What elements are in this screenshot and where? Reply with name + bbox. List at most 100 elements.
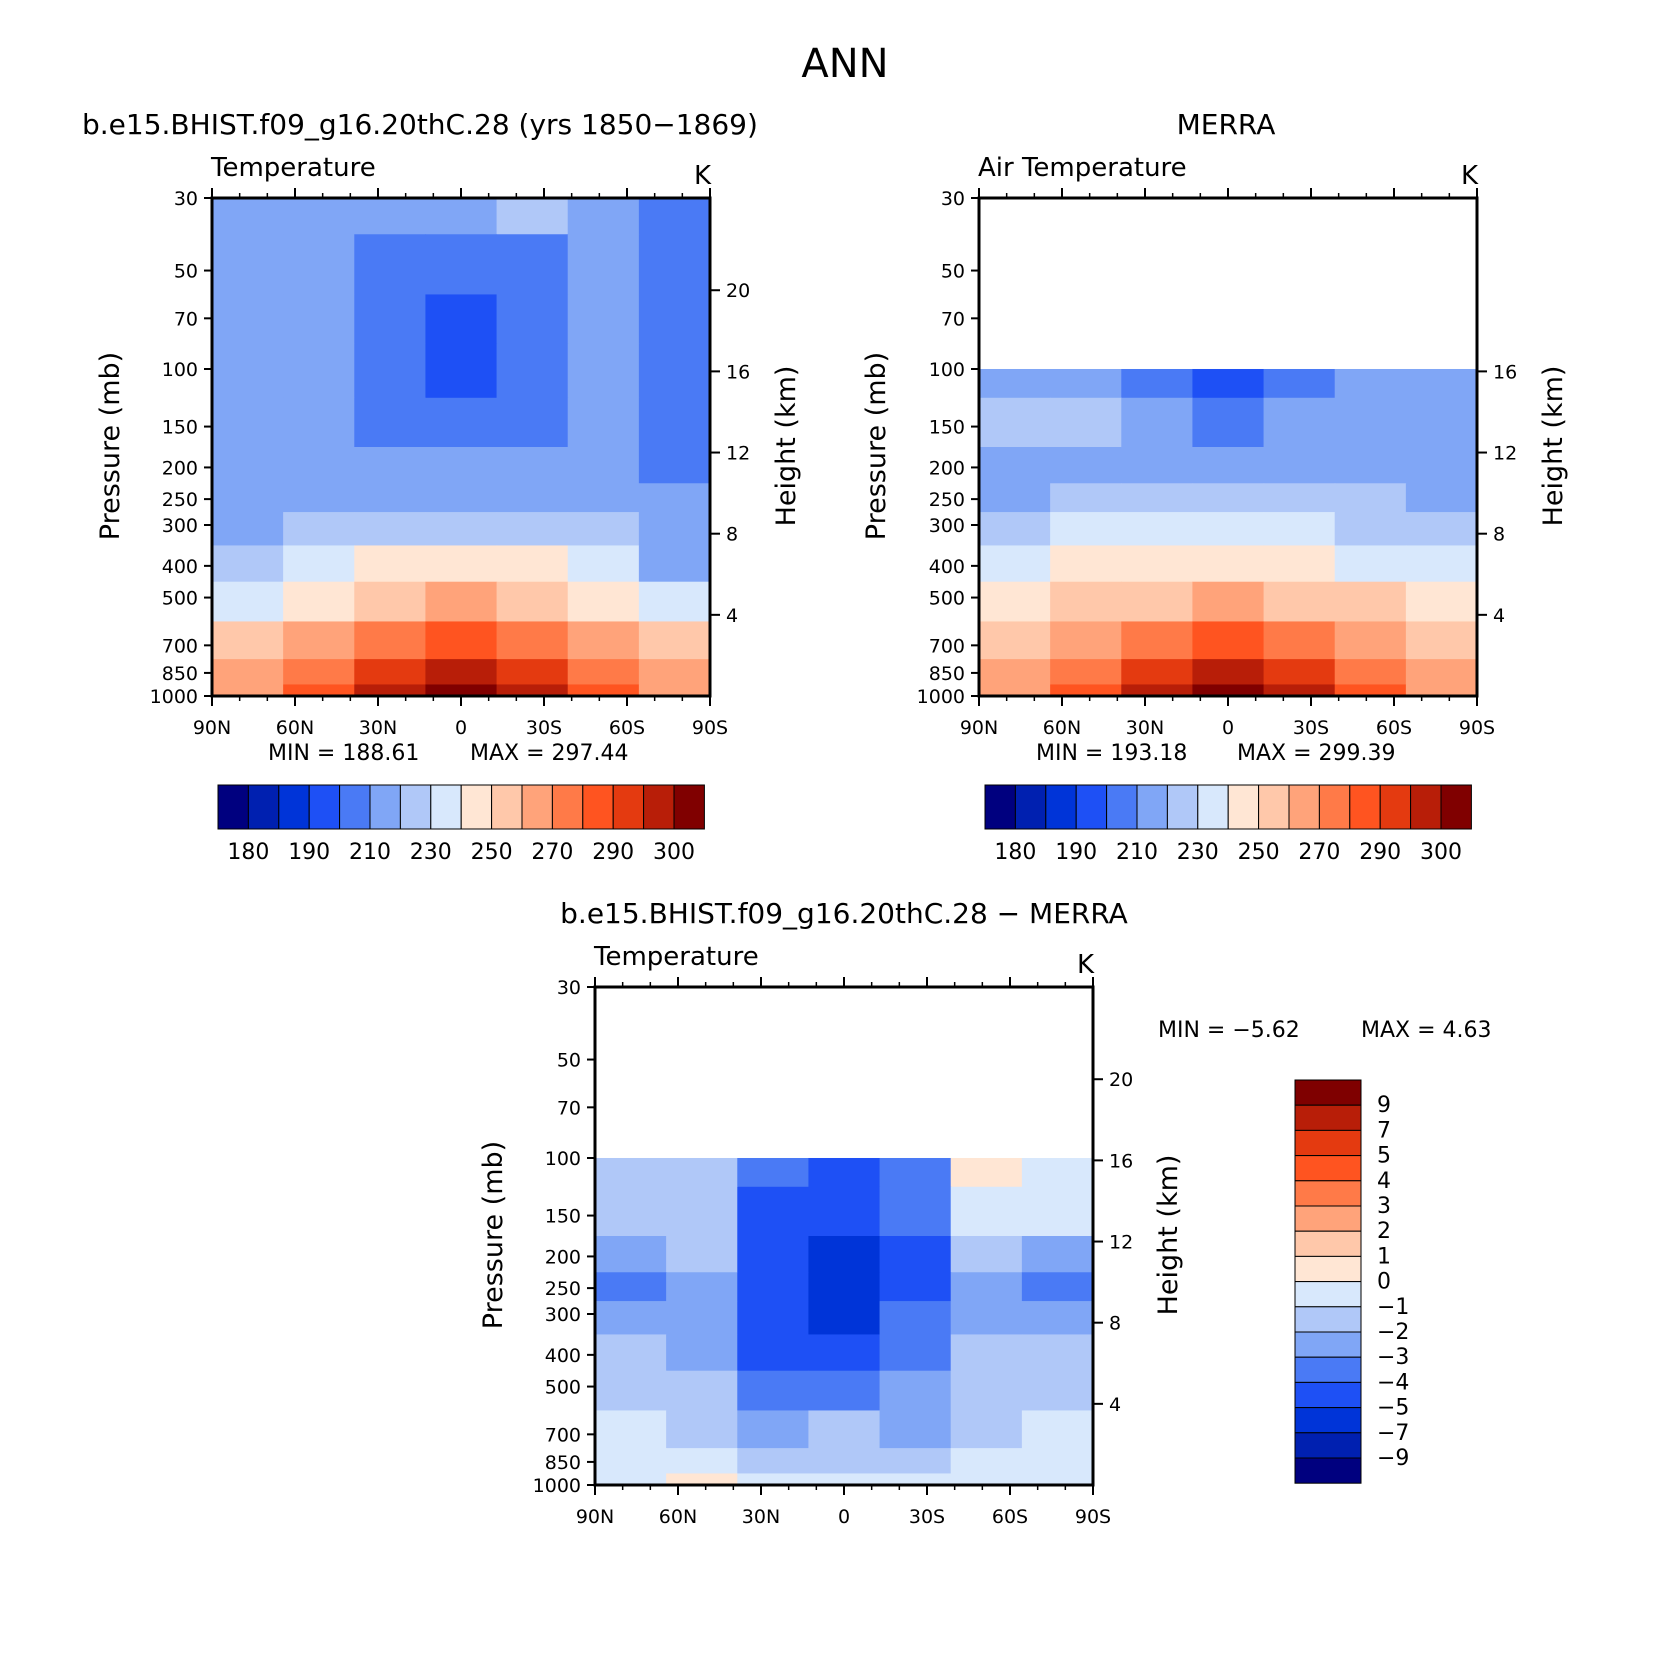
model-cell xyxy=(496,621,569,660)
model-cell xyxy=(283,621,355,660)
diff-cell xyxy=(950,1473,1023,1486)
merra-ptick-label: 100 xyxy=(929,359,965,381)
model-cb-box xyxy=(491,784,523,830)
model-ptick-label: 850 xyxy=(162,663,198,685)
diff-htick-label: 8 xyxy=(1109,1313,1121,1335)
merra-ptick-label: 500 xyxy=(929,588,965,610)
diff-cell xyxy=(950,1410,1023,1449)
diff-cb-label: 7 xyxy=(1377,1118,1391,1143)
diff-cell xyxy=(950,1334,1023,1372)
model-cell xyxy=(496,447,569,484)
panel-diff-plot xyxy=(595,1157,1094,1486)
model-cell xyxy=(567,234,640,296)
diff-cell xyxy=(737,1236,810,1273)
model-ptick-label: 700 xyxy=(162,635,198,657)
diff-cell xyxy=(879,1272,952,1302)
model-cell xyxy=(212,234,284,296)
diff-cell xyxy=(1021,1157,1094,1188)
merra-ptick-label: 400 xyxy=(929,556,965,578)
merra-cb-box xyxy=(1014,784,1047,830)
merra-cell xyxy=(1192,397,1265,448)
merra-cell xyxy=(1192,545,1265,583)
diff-cb-box xyxy=(1294,1457,1362,1484)
model-cell xyxy=(496,483,569,513)
merra-cb-box xyxy=(1197,784,1229,830)
model-cell xyxy=(638,684,711,697)
diff-cell xyxy=(1021,1370,1094,1412)
panel-model-left-title: Temperature xyxy=(210,153,376,183)
diff-cb-label: −2 xyxy=(1377,1320,1409,1345)
model-ptick-label: 50 xyxy=(174,261,198,283)
diff-cell xyxy=(666,1157,738,1188)
model-cb-box xyxy=(217,784,249,830)
merra-cell xyxy=(1121,397,1194,448)
merra-cell xyxy=(1121,512,1194,547)
merra-cb-box xyxy=(1166,784,1199,830)
diff-ptick-label: 300 xyxy=(545,1304,581,1326)
merra-cell xyxy=(1192,659,1265,686)
panel-diff-ylabel-right: Height (km) xyxy=(1153,1155,1184,1316)
diff-cell xyxy=(666,1186,738,1237)
diff-cell xyxy=(879,1334,952,1372)
panel-model-ylabel-right: Height (km) xyxy=(771,366,802,527)
diff-cell xyxy=(808,1157,881,1188)
diff-lat-label: 30S xyxy=(909,1506,945,1528)
panel-merra-units: K xyxy=(1461,161,1479,191)
diff-cb-box xyxy=(1294,1104,1362,1131)
merra-cell xyxy=(1405,581,1478,623)
merra-cell xyxy=(1050,545,1122,583)
merra-cell xyxy=(1192,581,1265,623)
model-cell xyxy=(638,397,711,448)
diff-cell xyxy=(666,1410,738,1449)
merra-lat-label: 60N xyxy=(1043,717,1081,739)
model-cell xyxy=(425,545,498,583)
model-ptick-label: 250 xyxy=(162,489,198,511)
merra-cell xyxy=(979,512,1051,547)
merra-cell xyxy=(1050,581,1122,623)
diff-cell xyxy=(950,1186,1023,1237)
merra-cell xyxy=(1334,659,1407,686)
diff-cb-label: 3 xyxy=(1377,1194,1391,1219)
model-cb-box xyxy=(460,784,493,830)
model-ptick-label: 200 xyxy=(162,457,198,479)
diff-cell xyxy=(595,1473,667,1486)
diff-cb-box xyxy=(1294,1129,1362,1157)
diff-cb-label: −1 xyxy=(1377,1295,1409,1320)
model-cb-box xyxy=(551,784,584,830)
diff-ptick-label: 1000 xyxy=(533,1475,581,1497)
model-cell xyxy=(567,581,640,623)
diff-cell xyxy=(666,1236,738,1273)
diff-cell xyxy=(737,1448,810,1475)
model-lat-label: 30N xyxy=(359,717,397,739)
panel-diff-title: b.e15.BHIST.f09_g16.20thC.28 − MERRA xyxy=(560,897,1128,930)
model-cb-label: 300 xyxy=(653,840,695,865)
model-cell xyxy=(567,512,640,547)
model-cell xyxy=(496,397,569,448)
merra-cell xyxy=(1121,581,1194,623)
model-cell xyxy=(283,294,355,345)
diff-ptick-label: 700 xyxy=(545,1424,581,1446)
model-cell xyxy=(212,198,284,235)
model-cell xyxy=(212,659,284,686)
model-cb-box xyxy=(612,784,645,830)
model-ptick-label: 100 xyxy=(162,359,198,381)
model-cell xyxy=(496,343,569,399)
diff-ptick-label: 30 xyxy=(557,977,581,999)
diff-cb-label: 5 xyxy=(1377,1144,1391,1169)
merra-ptick-label: 50 xyxy=(941,261,965,283)
panel-diff-max: MAX = 4.63 xyxy=(1361,1018,1492,1043)
diff-htick-label: 12 xyxy=(1109,1232,1133,1254)
merra-cell xyxy=(1263,447,1336,484)
diff-cell xyxy=(1021,1186,1094,1237)
model-cell xyxy=(212,621,284,660)
merra-cell xyxy=(979,684,1051,697)
merra-cb-box xyxy=(1410,784,1442,830)
merra-cell xyxy=(1192,684,1265,697)
diff-cell xyxy=(595,1448,667,1475)
model-cell xyxy=(425,343,498,399)
diff-cell xyxy=(950,1448,1023,1475)
merra-cell xyxy=(1334,447,1407,484)
model-cell xyxy=(425,397,498,448)
diff-cb-box xyxy=(1294,1331,1362,1358)
